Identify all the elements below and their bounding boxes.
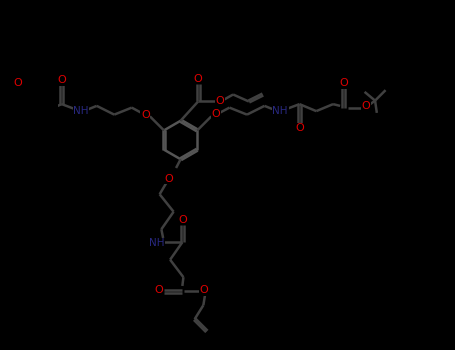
Text: O: O [13, 78, 22, 89]
Text: O: O [179, 215, 187, 225]
Text: O: O [165, 174, 173, 183]
Text: O: O [141, 110, 150, 120]
Text: O: O [215, 97, 224, 106]
Text: NH: NH [149, 238, 165, 248]
Text: NH: NH [73, 106, 89, 116]
Text: O: O [155, 285, 163, 295]
Text: NH: NH [273, 106, 288, 116]
Text: O: O [212, 109, 221, 119]
Text: O: O [200, 285, 208, 295]
Text: O: O [57, 75, 66, 85]
Text: O: O [339, 78, 348, 89]
Text: O: O [194, 74, 202, 84]
Text: O: O [295, 123, 304, 133]
Text: O: O [362, 101, 370, 111]
